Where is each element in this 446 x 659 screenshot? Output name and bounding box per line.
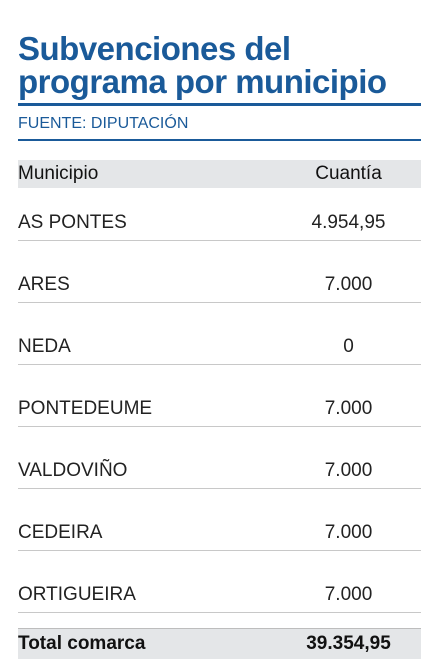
- table-row: CEDEIRA 7.000: [18, 488, 421, 551]
- column-header-municipio: Municipio: [18, 163, 99, 184]
- cell-cuantia: 4.954,95: [276, 188, 421, 241]
- cell-cuantia: 7.000: [276, 488, 421, 551]
- title-line-2: programa por municipio: [18, 63, 387, 100]
- total-row: Total comarca 39.354,95: [18, 628, 421, 659]
- cell-cuantia: 7.000: [276, 426, 421, 489]
- cell-municipio: ARES: [18, 240, 276, 303]
- cell-municipio: AS PONTES: [18, 188, 276, 241]
- table-row: AS PONTES 4.954,95: [18, 188, 421, 241]
- title-line-1: Subvenciones del: [18, 30, 291, 67]
- cell-cuantia: 7.000: [276, 240, 421, 303]
- cell-municipio: NEDA: [18, 302, 276, 365]
- table-row: NEDA 0: [18, 302, 421, 365]
- table-header-row: Municipio Cuantía: [18, 160, 421, 188]
- total-value: 39.354,95: [276, 628, 421, 659]
- page-title: Subvenciones del programa por municipio: [18, 0, 421, 98]
- table-row: VALDOVIÑO 7.000: [18, 426, 421, 489]
- cell-cuantia: 7.000: [276, 550, 421, 613]
- table-row: ORTIGUEIRA 7.000: [18, 550, 421, 613]
- cell-cuantia: 0: [276, 302, 421, 365]
- cell-municipio: PONTEDEUME: [18, 364, 276, 427]
- infographic: Subvenciones del programa por municipio …: [18, 0, 421, 659]
- source-divider: [18, 139, 421, 141]
- total-label: Total comarca: [18, 628, 276, 659]
- subsidies-table: Municipio Cuantía AS PONTES 4.954,95 ARE…: [18, 160, 421, 659]
- cell-municipio: CEDEIRA: [18, 488, 276, 551]
- table-spacer: [18, 613, 421, 629]
- cell-municipio: ORTIGUEIRA: [18, 550, 276, 613]
- title-divider: [18, 103, 421, 106]
- table-row: ARES 7.000: [18, 240, 421, 303]
- cell-municipio: VALDOVIÑO: [18, 426, 276, 489]
- cell-cuantia: 7.000: [276, 364, 421, 427]
- source-label: FUENTE: DIPUTACIÓN: [18, 115, 189, 132]
- table-row: PONTEDEUME 7.000: [18, 364, 421, 427]
- column-header-cuantia: Cuantía: [315, 163, 382, 184]
